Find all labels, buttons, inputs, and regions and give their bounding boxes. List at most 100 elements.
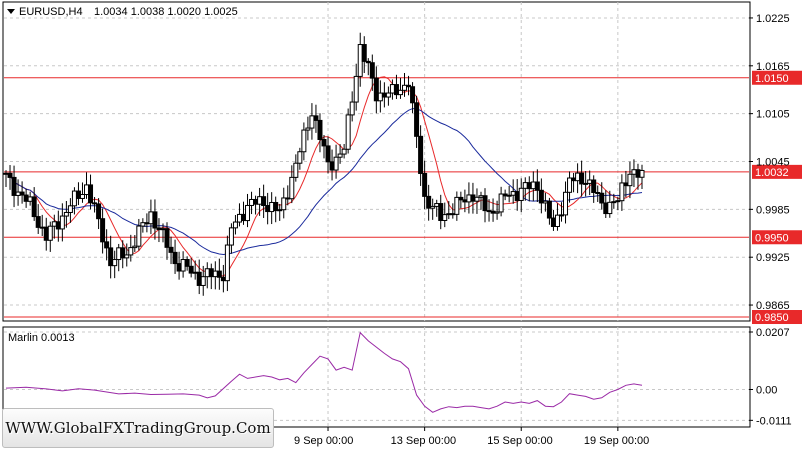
candle xyxy=(361,36,367,74)
candle xyxy=(458,191,464,209)
candle xyxy=(92,197,98,213)
candle xyxy=(11,165,17,208)
candle xyxy=(506,185,512,203)
candle-body-bull xyxy=(542,200,548,204)
candle-body-bear xyxy=(414,102,420,137)
candle-body-bull xyxy=(397,89,403,96)
candle xyxy=(140,218,146,233)
candle-body-bull xyxy=(47,225,53,241)
candle-body-bull xyxy=(337,153,343,158)
candle-body-bear xyxy=(188,265,194,274)
candle-body-bear xyxy=(164,228,170,248)
candle xyxy=(200,265,206,296)
candle-body-bear xyxy=(526,182,532,190)
candle xyxy=(273,196,279,223)
candle-body-bull xyxy=(510,191,516,196)
candle-body-bull xyxy=(232,221,238,229)
candle-body-bear xyxy=(502,193,508,197)
candle xyxy=(393,74,399,100)
candle-body-bull xyxy=(377,92,383,102)
candle xyxy=(373,66,379,114)
candle-body-bear xyxy=(216,270,222,278)
candle xyxy=(188,258,194,278)
candle xyxy=(313,104,319,133)
y-tick-label: 1.0225 xyxy=(756,13,790,25)
candle xyxy=(615,196,621,211)
candle-body-bull xyxy=(587,179,593,184)
candle xyxy=(402,72,408,97)
candle-body-bull xyxy=(289,176,295,200)
candle-body-bear xyxy=(120,247,126,259)
candle xyxy=(128,234,134,262)
candle-body-bear xyxy=(486,210,492,213)
candle-body-bull xyxy=(236,213,242,223)
candle-body-bull xyxy=(204,268,210,278)
candle-body-bull xyxy=(212,270,218,278)
candle-body-bull xyxy=(192,271,198,274)
indicator-label: Marlin 0.0013 xyxy=(8,332,75,344)
candle-body-bull xyxy=(522,182,528,189)
candle xyxy=(104,229,110,261)
candle xyxy=(168,236,174,265)
x-tick-label: 15 Sep 00:00 xyxy=(487,435,552,447)
candle-body-bear xyxy=(599,192,605,204)
candle-body-bear xyxy=(172,251,178,265)
candle-body-bull xyxy=(71,190,77,207)
y-tick-label: 1.0165 xyxy=(756,61,790,73)
candle-body-bear xyxy=(96,203,102,220)
candle-body-bear xyxy=(75,190,81,199)
candle xyxy=(136,218,142,251)
candle xyxy=(100,208,106,254)
candle-body-bear xyxy=(410,86,416,104)
candle-body-bull xyxy=(402,84,408,91)
candle xyxy=(494,200,500,220)
candle xyxy=(454,191,460,221)
candle xyxy=(365,58,371,76)
candle xyxy=(245,193,251,228)
candle-body-bear xyxy=(285,197,291,200)
candle xyxy=(579,160,585,197)
candle-body-bull xyxy=(530,181,536,190)
candle xyxy=(35,204,41,234)
candle-body-bull xyxy=(140,222,146,227)
candle xyxy=(619,174,625,211)
level-label: 0.9950 xyxy=(755,232,789,244)
candle-body-bear xyxy=(595,191,601,194)
watermark-text: WWW.GlobalFXTradingGroup.Com xyxy=(5,419,271,437)
candle-body-bull xyxy=(474,196,480,202)
horizontal-levels[interactable]: 1.0150 1.0032 0.9950 0.9850 xyxy=(4,70,802,325)
candle xyxy=(172,239,178,274)
ohlc-values: 1.0034 1.0038 1.0020 1.0025 xyxy=(94,6,238,18)
candle-body-bear xyxy=(462,199,468,203)
candle-body-bull xyxy=(309,115,315,129)
y-tick-label: 0.9865 xyxy=(756,300,790,312)
candle-body-bull xyxy=(619,182,625,202)
candle xyxy=(184,256,190,271)
candle-body-bull xyxy=(200,276,206,286)
candle-body-bear xyxy=(458,196,464,201)
x-tick-label: 19 Sep 00:00 xyxy=(584,435,649,447)
candle-body-bear xyxy=(365,60,371,64)
candle-body-bull xyxy=(575,172,581,182)
candle-body-bull xyxy=(434,203,440,207)
candle-body-bear xyxy=(381,92,387,98)
candle xyxy=(518,178,524,213)
candle-body-bull xyxy=(51,221,57,227)
candle xyxy=(410,82,416,114)
candle-body-bear xyxy=(325,145,331,163)
candle-body-bear xyxy=(422,172,428,197)
candle-body-bull xyxy=(611,201,617,204)
candle xyxy=(281,187,287,219)
candle-body-bull xyxy=(257,196,263,205)
candle xyxy=(385,86,391,106)
candle xyxy=(321,135,327,159)
candle xyxy=(534,169,540,202)
x-tick-label: 13 Sep 00:00 xyxy=(391,435,456,447)
triangle-down-icon[interactable] xyxy=(7,9,15,14)
candle xyxy=(341,143,347,159)
candle-body-bear xyxy=(43,226,49,241)
price-gridlines xyxy=(4,2,749,321)
candle-body-bull xyxy=(639,169,645,178)
candle-body-bear xyxy=(92,202,98,205)
